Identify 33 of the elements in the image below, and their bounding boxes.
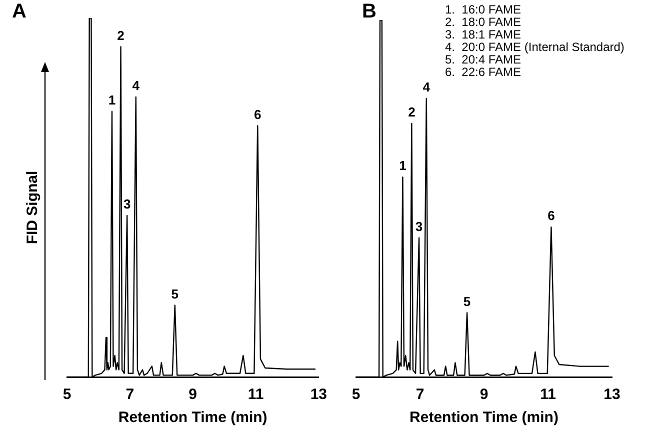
x-tick-label: 9	[188, 386, 197, 404]
y-axis-title: FID Signal	[24, 170, 42, 244]
x-tick-label: 9	[480, 386, 488, 404]
annotation: 4. 20:0 FAME (Internal Standard)	[445, 40, 624, 54]
annotation: 2	[117, 28, 124, 43]
x-axis-title: Retention Time (min)	[410, 409, 558, 426]
annotation: 6	[254, 106, 262, 122]
x-tick-label: 7	[416, 386, 424, 404]
annotation: 6. 22:6 FAME	[445, 64, 522, 79]
x-tick-label: 7	[126, 386, 134, 404]
annotation: 1	[108, 92, 116, 108]
annotation: 4	[132, 78, 140, 94]
annotation: 3	[415, 218, 423, 234]
x-tick-label: 5	[62, 386, 72, 404]
annotation: 2. 18:0 FAME	[445, 14, 522, 29]
text: 1. 16:0 FAME	[445, 2, 522, 16]
annotation: 6	[548, 208, 555, 224]
annotation: 2	[408, 104, 416, 120]
x-tick-label: 11	[248, 386, 264, 404]
chart-title: B	[362, 0, 376, 23]
annotation: 1	[399, 158, 406, 174]
x-tick-label: 11	[540, 386, 556, 404]
annotation: 5. 20:4 FAME	[445, 52, 522, 66]
annotation: 3	[123, 196, 131, 212]
annotation: 5	[463, 294, 471, 309]
x-tick-label: 13	[604, 386, 620, 404]
x-tick-label: 13	[310, 386, 327, 404]
x-axis-title: Retention Time (min)	[118, 409, 268, 426]
annotation: 4	[422, 80, 431, 95]
annotation: 5	[171, 286, 179, 302]
annotation: 3. 18:1 FAME	[445, 27, 522, 42]
x-tick-label: 5	[352, 386, 360, 404]
chart-title: A	[12, 0, 26, 23]
